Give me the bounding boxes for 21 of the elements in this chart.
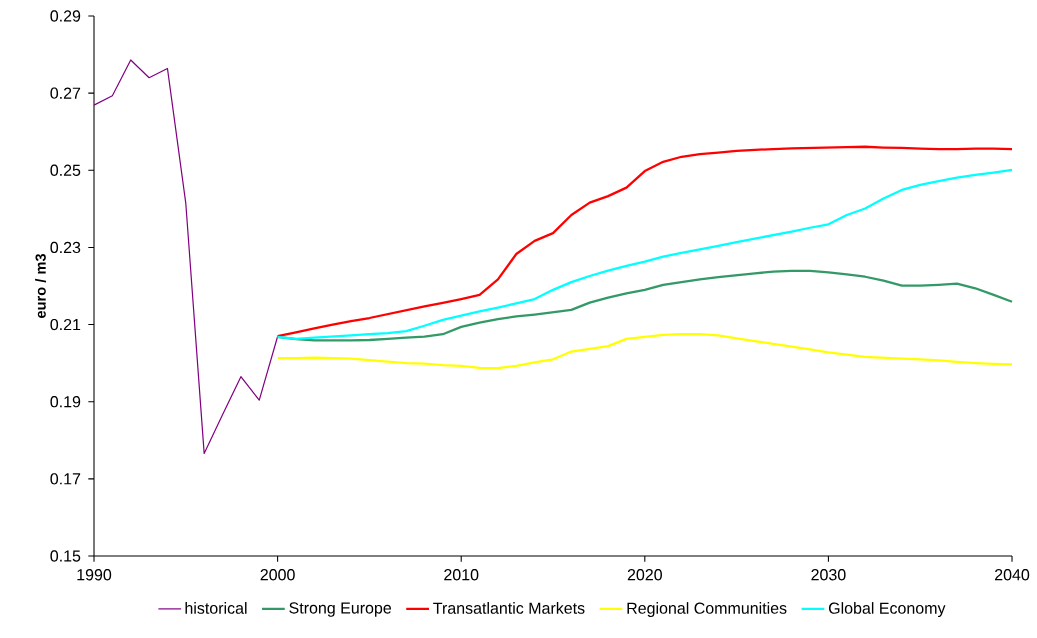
legend-label: Regional Communities	[627, 602, 787, 618]
y-tick-label: 0.27	[50, 87, 81, 99]
y-tick-label: 0.19	[50, 396, 81, 408]
x-tick-label: 2030	[811, 569, 846, 581]
x-tick-label: 1990	[77, 569, 112, 581]
x-tick-label: 2010	[444, 569, 479, 581]
y-tick-label: 0.25	[50, 164, 81, 176]
y-tick-label: 0.17	[50, 473, 81, 485]
line-series	[93, 59, 279, 454]
legend-label: Strong Europe	[289, 602, 392, 617]
legend-label: Transatlantic Markets	[433, 602, 585, 614]
x-tick-label: 2000	[260, 569, 295, 581]
y-tick-label: 0.23	[50, 241, 81, 254]
y-tick-label: 0.15	[50, 550, 81, 562]
legend-label: historical	[185, 602, 247, 614]
y-tick-label: 0.29	[50, 10, 81, 22]
x-tick-label: 2020	[627, 569, 662, 581]
y-tick-label: 0.21	[50, 318, 81, 331]
legend-label: Global Economy	[828, 602, 946, 618]
x-tick-label: 2040	[995, 569, 1030, 581]
y-axis-title: euro / m3	[35, 253, 46, 319]
